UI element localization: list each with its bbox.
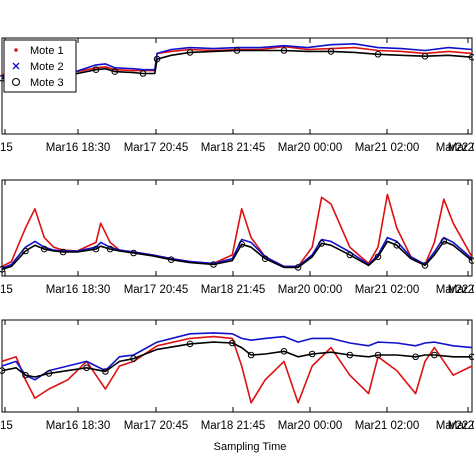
data-point bbox=[186, 49, 194, 56]
data-point bbox=[139, 70, 147, 77]
legend-marker-dot bbox=[14, 48, 18, 52]
x-tick-label: 15 bbox=[0, 284, 13, 296]
x-tick-label: Mar16 18:30 bbox=[46, 420, 111, 432]
data-point bbox=[92, 66, 100, 73]
x-tick-label: Mar2 bbox=[448, 284, 474, 296]
x-tick-label: Mar17 20:45 bbox=[124, 420, 189, 432]
data-point bbox=[431, 351, 438, 359]
x-tick-label: Mar21 02:00 bbox=[355, 284, 420, 296]
x-tick-label: Mar16 18:30 bbox=[46, 142, 111, 154]
data-point bbox=[421, 262, 429, 269]
x-tick-label: Mar2 bbox=[448, 142, 474, 154]
data-point bbox=[41, 245, 48, 253]
data-point bbox=[468, 53, 474, 61]
data-point bbox=[412, 353, 419, 361]
data-point bbox=[346, 251, 354, 259]
data-point bbox=[374, 253, 382, 261]
data-point bbox=[247, 351, 255, 359]
axes-frame bbox=[1, 37, 473, 135]
data-point bbox=[153, 55, 161, 63]
series-line-mote-3 bbox=[1, 240, 473, 271]
x-tick-label: Mar20 00:00 bbox=[278, 420, 343, 432]
x-tick-label: Mar17 20:45 bbox=[124, 142, 189, 154]
data-point bbox=[45, 370, 53, 377]
x-tick-label: Mar18 21:45 bbox=[201, 284, 266, 296]
x-tick-label: Mar22 03:00 bbox=[436, 142, 474, 154]
legend-marker-cross bbox=[12, 62, 20, 70]
chart-panel-top: 15 Mar16 18:30 Mar17 20:45 Mar18 21:45 Mar20… bbox=[0, 37, 474, 154]
data-point bbox=[229, 339, 236, 347]
legend: Mote 1 Mote 2 Mote 3 bbox=[3, 39, 77, 93]
x-tick-label: Mar22 03:00 bbox=[436, 420, 474, 432]
series-line-mote-2 bbox=[2, 42, 473, 78]
data-point bbox=[280, 348, 288, 355]
data-point bbox=[92, 245, 100, 253]
series-line-mote-3 bbox=[1, 341, 472, 378]
data-point bbox=[261, 255, 269, 263]
data-point bbox=[83, 364, 90, 372]
axes-frame bbox=[1, 319, 473, 413]
legend-entry-mote-1: Mote 1 bbox=[30, 45, 64, 57]
x-tick-label: Mar21 02:00 bbox=[355, 142, 420, 154]
data-point bbox=[111, 68, 119, 75]
x-tick-label: Mar22 03:00 bbox=[436, 284, 474, 296]
x-tick-label: Mar17 20:45 bbox=[124, 284, 189, 296]
data-point bbox=[327, 48, 335, 55]
legend-entry-mote-2: Mote 2 bbox=[30, 61, 64, 73]
series-line-mote-1 bbox=[1, 335, 473, 404]
data-point bbox=[167, 256, 175, 264]
chart-panel-middle: 15 Mar16 18:30 Mar17 20:45 Mar18 21:45 Mar20… bbox=[0, 179, 474, 296]
data-point bbox=[130, 355, 137, 362]
x-tick-label: Mar2 bbox=[448, 420, 474, 432]
legend-marker-circle bbox=[11, 77, 21, 87]
data-point bbox=[22, 247, 29, 255]
chart-panel-bottom: 15 Mar16 18:30 Mar17 20:45 Mar18 21:45 Mar20… bbox=[0, 319, 474, 432]
data-point bbox=[210, 261, 217, 268]
legend-entry-mote-3: Mote 3 bbox=[30, 77, 64, 89]
data-point bbox=[130, 249, 137, 257]
data-point bbox=[59, 248, 67, 256]
data-point bbox=[0, 266, 6, 273]
data-point bbox=[294, 264, 302, 271]
x-tick-label: Mar16 18:30 bbox=[46, 284, 111, 296]
data-point bbox=[280, 47, 288, 54]
data-point bbox=[318, 240, 325, 247]
data-point bbox=[233, 47, 241, 54]
series-line-mote-3 bbox=[2, 49, 473, 80]
series-line-mote-2 bbox=[1, 332, 473, 381]
axes-frame bbox=[1, 179, 473, 277]
data-point bbox=[374, 351, 382, 359]
data-point bbox=[106, 245, 114, 253]
x-axis-label: Sampling Time bbox=[214, 441, 287, 453]
data-point bbox=[238, 241, 245, 248]
data-point bbox=[393, 242, 401, 249]
data-point bbox=[308, 350, 316, 358]
x-tick-label: Mar20 00:00 bbox=[278, 284, 343, 296]
x-tick-label: 15 bbox=[0, 420, 13, 432]
data-point bbox=[102, 368, 109, 375]
data-point bbox=[468, 353, 474, 361]
data-point bbox=[22, 371, 29, 379]
data-point bbox=[374, 51, 382, 58]
x-tick-label: Mar18 21:45 bbox=[201, 420, 266, 432]
data-point bbox=[346, 351, 354, 359]
x-tick-label: Mar18 21:45 bbox=[201, 142, 266, 154]
x-tick-label: Mar21 02:00 bbox=[355, 420, 420, 432]
data-point bbox=[440, 238, 448, 245]
data-point bbox=[186, 340, 194, 348]
data-point bbox=[421, 52, 429, 60]
x-tick-label: Mar20 00:00 bbox=[278, 142, 343, 154]
data-point bbox=[0, 367, 6, 374]
series-line-mote-1 bbox=[1, 193, 473, 268]
data-point bbox=[468, 257, 474, 264]
series-line-mote-2 bbox=[1, 236, 473, 270]
x-tick-label: 15 bbox=[0, 142, 13, 154]
